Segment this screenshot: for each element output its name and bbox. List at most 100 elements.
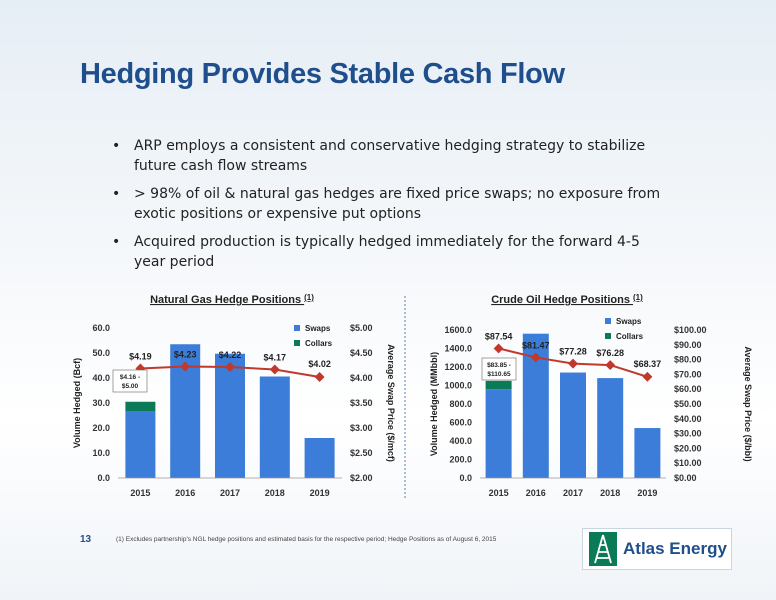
y2-tick-label: $4.50 xyxy=(350,348,373,358)
price-marker xyxy=(180,361,191,372)
swap-bar xyxy=(215,353,245,478)
y2-tick-label: $5.00 xyxy=(350,323,373,333)
x-tick-label: 2019 xyxy=(310,488,330,498)
x-tick-label: 2015 xyxy=(489,488,509,498)
y-tick-label: 20.0 xyxy=(92,423,110,433)
y2-tick-label: $80.00 xyxy=(674,355,702,365)
swap-bar xyxy=(304,438,335,478)
bullet-item: > 98% of oil & natural gas hedges are fi… xyxy=(110,184,670,224)
y2-tick-label: $2.50 xyxy=(350,448,373,458)
page-number: 13 xyxy=(80,534,92,545)
y2-tick-label: $10.00 xyxy=(674,458,702,468)
legend-label-swaps: Swaps xyxy=(616,317,642,326)
y2-tick-label: $50.00 xyxy=(674,399,702,409)
y2-tick-label: $60.00 xyxy=(674,384,702,394)
price-data-label: $4.02 xyxy=(308,359,331,369)
collar-note-text: $83.85 - xyxy=(487,362,511,369)
swap-bar xyxy=(560,372,586,478)
y2-tick-label: $40.00 xyxy=(674,414,702,424)
bullet-list: ARP employs a consistent and conservativ… xyxy=(110,136,670,280)
collar-note-text: $4.16 - xyxy=(120,374,140,381)
x-tick-label: 2018 xyxy=(600,488,620,498)
swap-bar xyxy=(259,376,290,478)
derrick-icon xyxy=(589,532,617,566)
legend-swatch-collars xyxy=(605,333,611,339)
collar-note-box xyxy=(481,357,517,381)
swap-bar xyxy=(125,411,156,478)
bullet-item: Acquired production is typically hedged … xyxy=(110,232,670,272)
y-tick-label: 60.0 xyxy=(92,323,110,333)
y-tick-label: 600.0 xyxy=(449,418,472,428)
collar-note-text: $5.00 xyxy=(122,383,139,390)
price-data-label: $68.37 xyxy=(634,359,662,369)
y-axis-title: Volume Hedged (MMbbl) xyxy=(429,352,439,456)
y2-tick-label: $2.00 xyxy=(350,473,373,483)
y2-tick-label: $70.00 xyxy=(674,369,702,379)
price-marker xyxy=(269,364,280,375)
price-marker xyxy=(530,352,541,363)
y-tick-label: 400.0 xyxy=(449,436,472,446)
x-tick-label: 2018 xyxy=(265,488,285,498)
y2-tick-label: $100.00 xyxy=(674,325,707,335)
collar-bar xyxy=(485,380,512,390)
legend-label-collars: Collars xyxy=(616,332,644,341)
y-tick-label: 200.0 xyxy=(449,455,472,465)
y-tick-label: 10.0 xyxy=(92,448,110,458)
price-data-label: $81.47 xyxy=(522,340,550,350)
swap-bar xyxy=(485,389,512,478)
y-tick-label: 800.0 xyxy=(449,399,472,409)
swap-bar xyxy=(634,428,661,478)
x-tick-label: 2017 xyxy=(563,488,583,498)
x-tick-label: 2019 xyxy=(637,488,657,498)
y-tick-label: 1600.0 xyxy=(444,325,472,335)
collar-note-box xyxy=(112,369,148,393)
price-marker xyxy=(568,358,578,369)
price-marker xyxy=(314,372,325,382)
y-tick-label: 0.0 xyxy=(459,473,472,483)
y-axis-title: Volume Hedged (Bcf) xyxy=(72,358,82,448)
price-data-label: $4.19 xyxy=(129,352,152,362)
x-tick-label: 2015 xyxy=(130,488,150,498)
price-marker xyxy=(225,362,235,372)
legend-label-swaps: Swaps xyxy=(305,324,331,333)
price-data-label: $76.28 xyxy=(596,348,624,358)
chart-title: Crude Oil Hedge Positions (1) xyxy=(491,293,643,306)
y2-tick-label: $3.50 xyxy=(350,398,373,408)
legend-swatch-swaps xyxy=(605,318,611,324)
legend-swatch-collars xyxy=(294,340,300,346)
y-tick-label: 1200.0 xyxy=(444,362,472,372)
logo-text: Atlas Energy xyxy=(623,539,727,558)
y2-tick-label: $0.00 xyxy=(674,473,697,483)
y2-tick-label: $3.00 xyxy=(350,423,373,433)
price-data-label: $87.54 xyxy=(485,331,513,341)
y2-tick-label: $20.00 xyxy=(674,443,702,453)
x-tick-label: 2017 xyxy=(220,488,240,498)
y-tick-label: 0.0 xyxy=(97,473,110,483)
legend-label-collars: Collars xyxy=(305,339,333,348)
collar-bar xyxy=(125,401,156,411)
y-tick-label: 1000.0 xyxy=(444,381,472,391)
price-marker xyxy=(605,360,616,371)
y2-axis-title: Average Swap Price ($/bbl) xyxy=(743,346,753,461)
y-tick-label: 1400.0 xyxy=(444,344,472,354)
swap-bar xyxy=(597,378,624,478)
y2-tick-label: $30.00 xyxy=(674,429,702,439)
chart-title: Natural Gas Hedge Positions (1) xyxy=(150,293,314,306)
x-tick-label: 2016 xyxy=(526,488,546,498)
collar-note-text: $110.65 xyxy=(487,371,511,378)
y2-tick-label: $4.00 xyxy=(350,373,373,383)
y-tick-label: 50.0 xyxy=(92,348,110,358)
bullet-item: ARP employs a consistent and conservativ… xyxy=(110,136,670,176)
y2-tick-label: $90.00 xyxy=(674,340,702,350)
price-data-label: $4.22 xyxy=(219,350,242,360)
price-data-label: $4.17 xyxy=(264,353,287,363)
x-tick-label: 2016 xyxy=(175,488,195,498)
price-marker xyxy=(493,343,504,354)
slide-title: Hedging Provides Stable Cash Flow xyxy=(80,58,565,90)
footnote: (1) Excludes partnership's NGL hedge pos… xyxy=(116,536,497,543)
y2-axis-title: Average Swap Price ($/mcf) xyxy=(386,344,396,462)
price-marker xyxy=(642,371,653,382)
y-tick-label: 40.0 xyxy=(92,373,110,383)
